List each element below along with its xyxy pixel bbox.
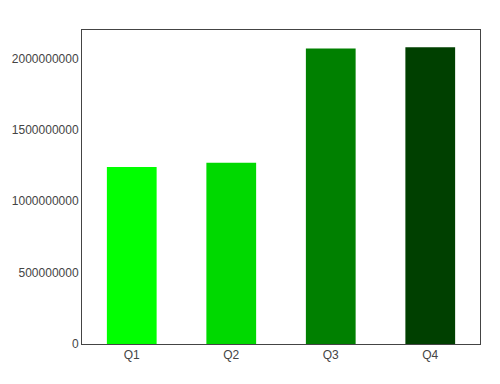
svg-text:Q2: Q2 bbox=[223, 348, 239, 362]
svg-text:2000000000: 2000000000 bbox=[12, 52, 79, 66]
svg-text:Q3: Q3 bbox=[323, 348, 339, 362]
svg-text:500000000: 500000000 bbox=[19, 266, 79, 280]
svg-text:Q4: Q4 bbox=[422, 348, 438, 362]
svg-text:0: 0 bbox=[72, 337, 79, 351]
svg-text:1000000000: 1000000000 bbox=[12, 194, 79, 208]
svg-text:Q1: Q1 bbox=[124, 348, 140, 362]
svg-text:1500000000: 1500000000 bbox=[12, 123, 79, 137]
